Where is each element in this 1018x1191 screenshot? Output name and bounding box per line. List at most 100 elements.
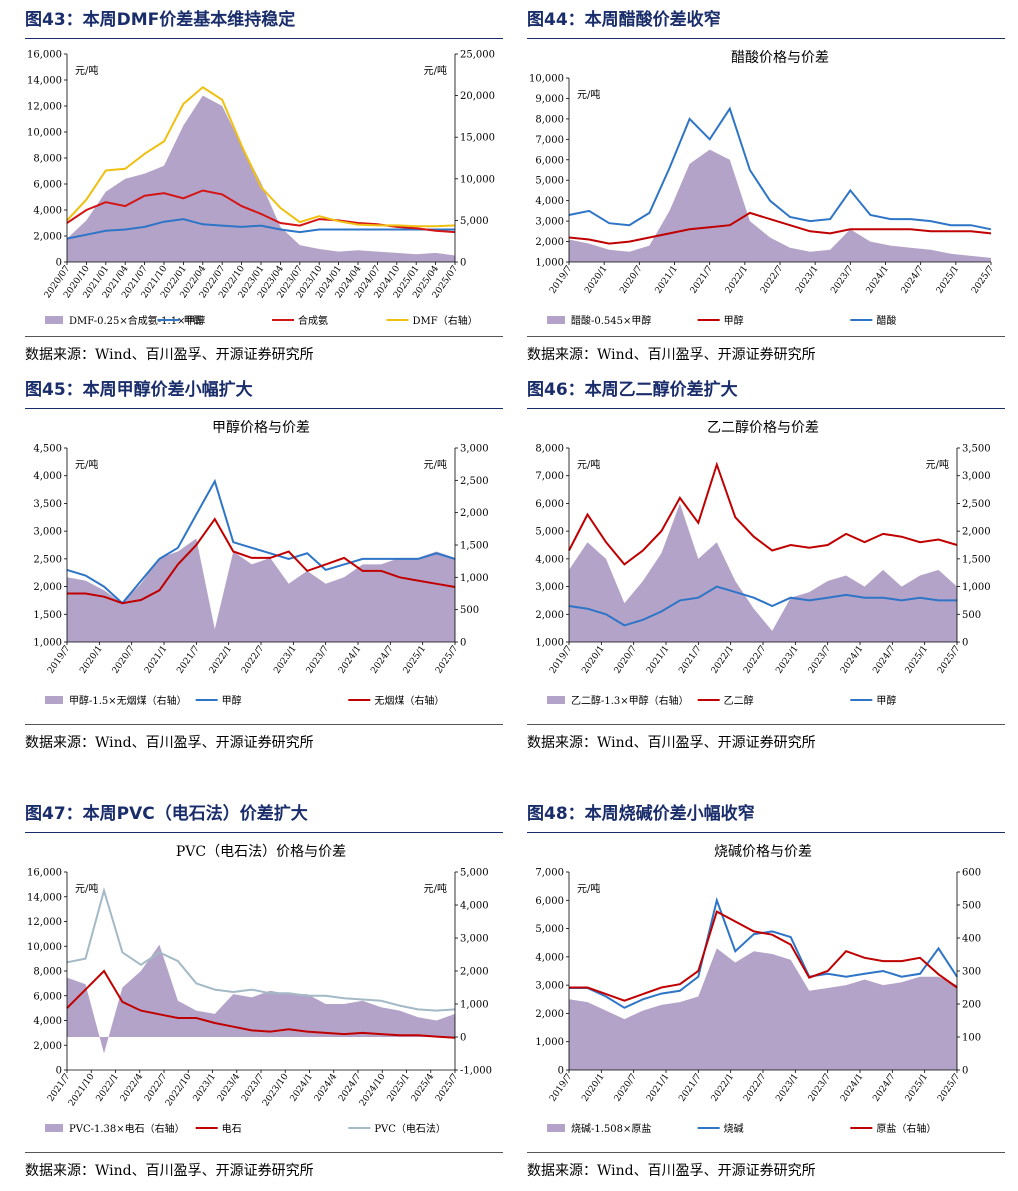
right-tick-label: 100 [962,1033,981,1044]
right-unit-label: 元/吨 [424,458,447,471]
right-tick-label: 600 [962,868,981,879]
legend-swatch [45,696,63,704]
x-tick-label: 2025/1 [935,264,961,296]
legend-label: DMF（右轴） [413,314,478,327]
left-tick-label: 5,000 [535,924,564,935]
figure-title: 图43：本周DMF价差基本维持稳定 [25,8,503,39]
x-tick-label: 2022/1 [208,644,234,676]
legend-label: 乙二醇-1.3×甲醇（右轴） [571,694,689,707]
left-tick-label: 7,000 [535,471,564,482]
x-tick-label: 2024/1 [865,264,891,296]
right-tick-label: 500 [962,610,981,621]
right-tick-label: 3,500 [962,444,991,455]
x-tick-label: 2019/7 [548,264,575,296]
left-tick-label: 6,000 [33,991,62,1002]
legend-label: 无烟煤（右轴） [374,694,444,707]
x-tick-label: 2020/1 [580,1072,606,1104]
left-tick-label: 2,000 [33,582,62,593]
right-tick-label: 4,000 [460,901,489,912]
x-tick-label: 2022/1 [710,1072,736,1104]
legend-label: PVC-1.38×电石（右轴） [69,1122,185,1135]
series-line-2 [569,910,958,1002]
x-tick-label: 2021/1 [143,644,169,676]
x-tick-label: 2019/7 [548,644,575,676]
left-tick-label: 12,000 [27,102,62,113]
x-tick-label: 2025/1 [402,644,428,676]
left-tick-label: 16,000 [27,868,62,879]
x-tick-label: 2023/4 [216,1072,243,1104]
right-unit-label: 元/吨 [926,458,949,471]
left-tick-label: 4,500 [33,444,62,455]
left-tick-label: 2,000 [33,1041,62,1052]
series-area-0 [67,95,455,262]
x-tick-label: 2022/7 [742,1072,769,1104]
legend-label: 原盐（右轴） [876,1122,936,1135]
x-tick-label: 2021/7 [175,644,202,676]
right-tick-label: 1,500 [460,541,489,552]
legend-swatch [45,1124,63,1132]
left-tick-label: 5,000 [535,527,564,538]
x-tick-label: 2020/7 [111,644,138,676]
legend-swatch [547,1124,565,1132]
right-tick-label: 2,500 [460,476,489,487]
series-area-0 [569,948,957,1070]
x-tick-label: 2022/1 [724,264,750,296]
chart-title: 乙二醇价格与价差 [707,419,819,436]
left-tick-label: 3,000 [535,981,564,992]
x-tick-label: 2024/1 [839,644,865,676]
series-line-2 [568,585,957,627]
left-tick-label: 8,000 [33,154,62,165]
right-unit-label: 元/吨 [424,64,447,77]
chart-title: PVC（电石法）价格与价差 [176,844,346,860]
right-tick-label: 20,000 [460,91,495,102]
figure-title: 图45：本周甲醇价差小幅扩大 [25,378,503,409]
right-tick-label: 1,000 [962,582,991,593]
left-tick-label: 4,000 [33,1016,62,1027]
x-tick-label: 2023/7 [305,644,332,676]
left-unit-label: 元/吨 [75,458,98,471]
x-tick-label: 2024/4 [313,1072,340,1104]
x-tick-label: 2024/7 [369,644,396,676]
source-note: 数据来源：Wind、百川盈孚、开源证券研究所 [25,724,503,753]
series-line-2 [67,517,456,605]
left-tick-label: 4,000 [535,554,564,565]
source-note: 数据来源：Wind、百川盈孚、开源证券研究所 [527,1152,1005,1181]
x-tick-label: 2019/7 [548,1072,575,1104]
right-tick-label: 500 [962,901,981,912]
x-tick-label: 2025/7 [970,264,997,296]
left-tick-label: 3,000 [535,217,564,228]
left-tick-label: 3,500 [33,499,62,510]
right-tick-label: 5,000 [460,216,489,227]
legend-label: 合成氨 [298,314,328,327]
left-unit-label: 元/吨 [75,882,98,895]
right-tick-label: 500 [460,605,479,616]
source-note: 数据来源：Wind、百川盈孚、开源证券研究所 [25,336,503,365]
x-tick-label: 2025/1 [386,1072,412,1104]
left-tick-label: 1,000 [535,638,564,649]
chart-title: 甲醇价格与价差 [212,419,310,436]
series-line-1 [66,969,456,1039]
x-tick-label: 2020/1 [583,264,609,296]
left-unit-label: 元/吨 [75,64,98,77]
x-tick-label: 2022/4 [119,1072,146,1104]
x-tick-label: 2024/1 [337,644,363,676]
x-tick-label: 2025/7 [434,1072,461,1104]
right-tick-label: 25,000 [460,50,495,61]
x-tick-label: 2024/1 [289,1072,315,1104]
right-tick-label: 1,000 [460,1000,489,1011]
left-tick-label: 1,000 [33,638,62,649]
legend-label: 烧碱 [724,1122,744,1135]
left-tick-label: 0 [56,1066,62,1077]
series-line-1 [568,461,958,566]
right-tick-label: 3,000 [460,934,489,945]
legend-label: 醋酸 [876,314,896,327]
left-tick-label: 0 [558,1066,564,1077]
left-tick-label: 1,500 [33,610,62,621]
legend-swatch [45,316,63,324]
right-tick-label: 3,000 [962,471,991,482]
x-tick-label: 2022/7 [742,644,769,676]
left-tick-label: 2,000 [535,610,564,621]
left-tick-label: 1,000 [535,258,564,269]
dmf-chart: 元/吨 元/吨 0 2,000 4,000 6,000 8,000 10,000 12,000 1… [27,50,495,328]
